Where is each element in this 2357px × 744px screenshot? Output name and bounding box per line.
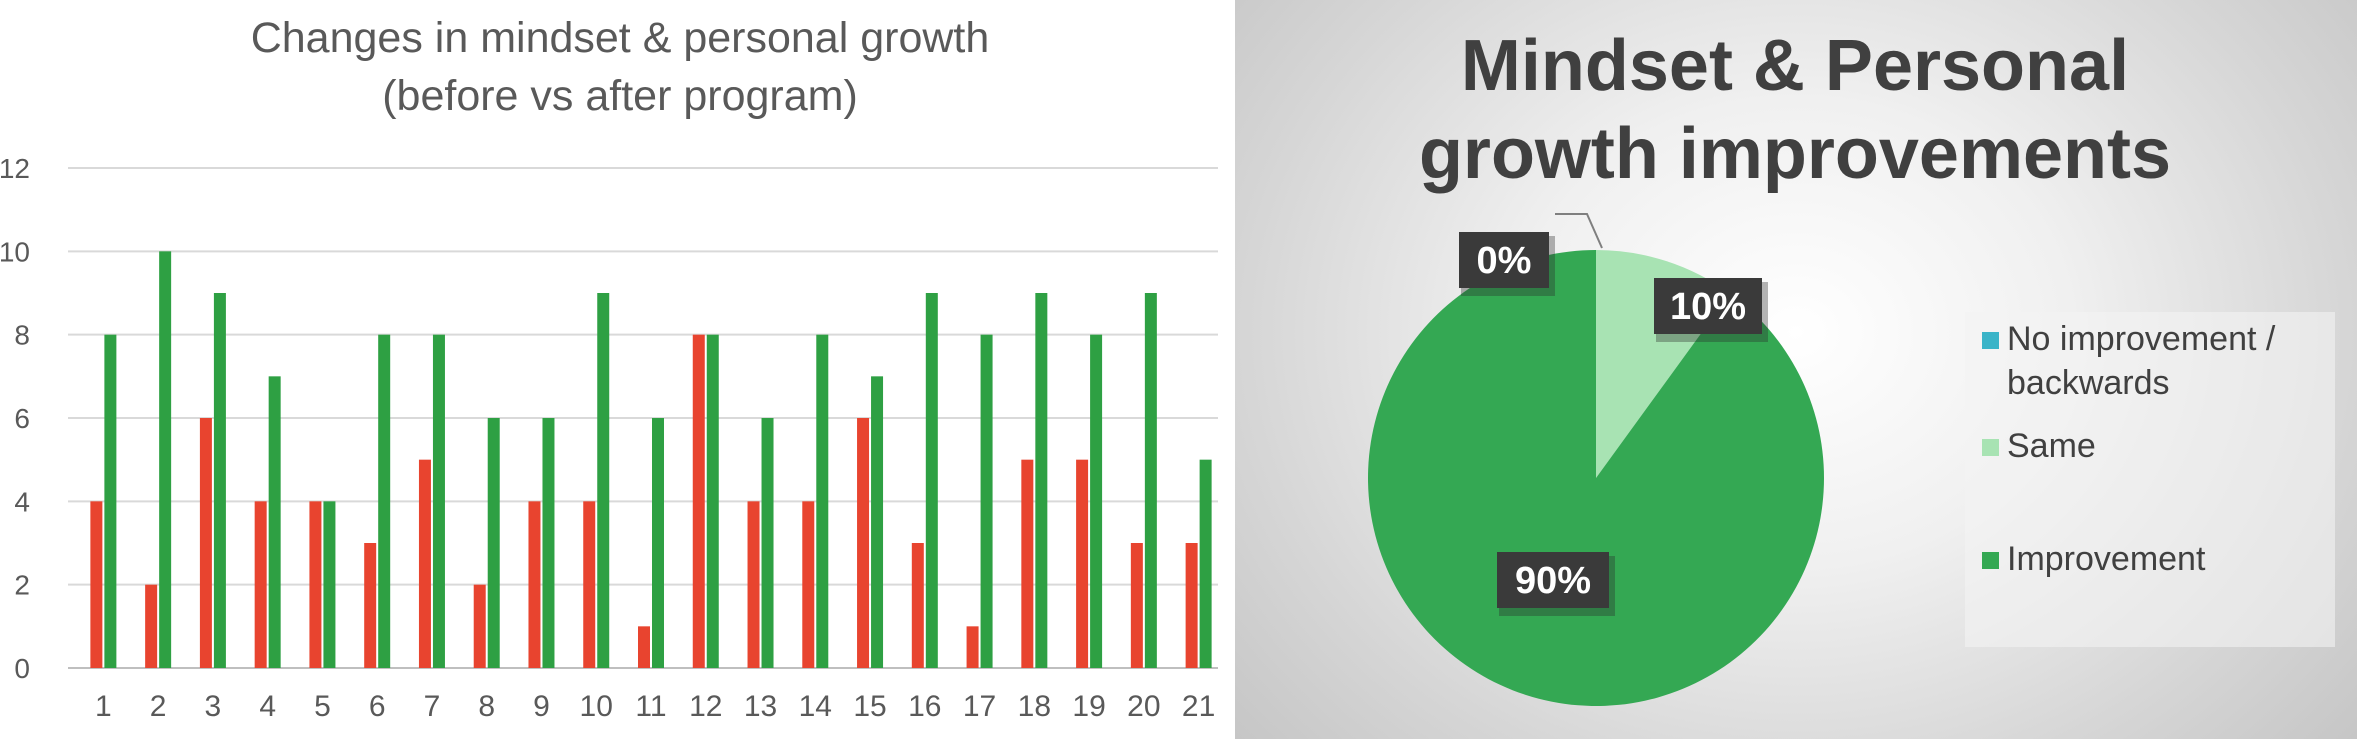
pie-data-label-1: 10% xyxy=(1670,286,1746,328)
bar-series1-cat-6 xyxy=(364,543,377,668)
bar-series2-cat-20 xyxy=(1144,293,1157,668)
legend-swatch-0 xyxy=(1982,332,1999,349)
legend-swatch-2 xyxy=(1982,552,1999,569)
y-tick-label: 8 xyxy=(14,320,30,351)
bar-series1-cat-13 xyxy=(747,501,760,668)
bar-series2-cat-9 xyxy=(542,418,555,668)
x-tick-label: 9 xyxy=(533,690,550,723)
y-tick-label: 6 xyxy=(14,403,30,434)
bar-series1-cat-20 xyxy=(1130,543,1143,668)
bar-chart: Changes in mindset & personal growth (be… xyxy=(0,14,1218,723)
legend-label-2: Improvement xyxy=(2007,540,2206,578)
x-tick-label: 12 xyxy=(689,690,722,723)
bar-series2-cat-19 xyxy=(1090,334,1103,668)
bar-series1-cat-5 xyxy=(309,501,322,668)
x-tick-label: 8 xyxy=(478,690,495,723)
leader-line xyxy=(1555,213,1603,249)
x-tick-label: 2 xyxy=(150,690,167,723)
bar-series1-cat-14 xyxy=(802,501,815,668)
bar-series2-cat-11 xyxy=(652,418,664,668)
legend-label-0: No improvement / xyxy=(2007,320,2276,358)
bar-series1-cat-12 xyxy=(692,334,705,668)
x-tick-label: 1 xyxy=(95,690,112,723)
bar-chart-title: Changes in mindset & personal growth xyxy=(251,14,990,62)
bar-series1-cat-18 xyxy=(1021,459,1034,668)
x-tick-label: 10 xyxy=(580,690,613,723)
bar-series1-cat-1 xyxy=(90,501,103,668)
bar-series1-cat-17 xyxy=(966,626,979,668)
data-label-box xyxy=(1497,552,1609,608)
bar-series1-cat-4 xyxy=(254,501,267,668)
pie-legend-box xyxy=(1965,312,2335,647)
x-tick-label: 21 xyxy=(1182,690,1215,723)
pie-data-label-0: 0% xyxy=(1477,240,1532,282)
data-label-box xyxy=(1654,278,1762,334)
bar-series2-cat-8 xyxy=(487,418,500,668)
legend-swatch-1 xyxy=(1982,439,1999,456)
pie-chart-title-line2: growth improvements xyxy=(1419,114,2171,194)
bar-series1-cat-15 xyxy=(857,418,870,668)
x-tick-label: 20 xyxy=(1127,690,1160,723)
bar-series2-cat-21 xyxy=(1199,459,1212,668)
bar-series2-cat-14 xyxy=(816,334,829,668)
y-tick-label: 4 xyxy=(14,486,30,517)
bar-series2-cat-5 xyxy=(323,501,336,668)
bar-series2-cat-18 xyxy=(1035,293,1048,668)
x-tick-label: 7 xyxy=(424,690,441,723)
x-tick-label: 17 xyxy=(963,690,996,723)
pie-chart: Mindset & Personal growth improvements 0… xyxy=(1368,26,2335,706)
bar-series1-cat-16 xyxy=(911,543,924,668)
bar-series2-cat-17 xyxy=(980,334,993,668)
bar-chart-panel: Changes in mindset & personal growth (be… xyxy=(0,14,1218,723)
pie-chart-title-line1: Mindset & Personal xyxy=(1461,26,2129,106)
x-tick-label: 14 xyxy=(799,690,832,723)
bar-series2-cat-6 xyxy=(378,334,391,668)
pie-data-label-2: 90% xyxy=(1515,560,1591,602)
data-label-box xyxy=(1459,232,1549,288)
x-tick-label: 4 xyxy=(259,690,276,723)
x-tick-label: 6 xyxy=(369,690,386,723)
bar-series1-cat-11 xyxy=(638,626,650,668)
bar-series2-cat-2 xyxy=(159,251,172,669)
pie-slice-2 xyxy=(1368,249,1824,706)
bar-series1-cat-7 xyxy=(418,459,431,668)
legend-label-1: Same xyxy=(2007,427,2096,465)
pie-chart-panel: Mindset & Personal growth improvements 0… xyxy=(1235,0,2357,739)
bar-series2-cat-3 xyxy=(213,293,226,668)
bar-series2-cat-12 xyxy=(706,334,719,668)
bar-chart-subtitle: (before vs after program) xyxy=(382,72,858,120)
bar-series1-cat-2 xyxy=(145,584,158,668)
x-tick-label: 3 xyxy=(205,690,222,723)
bar-series1-cat-8 xyxy=(473,584,486,668)
bar-series2-cat-16 xyxy=(925,293,938,668)
y-tick-label: 0 xyxy=(14,653,30,684)
x-tick-label: 13 xyxy=(744,690,777,723)
bar-series2-cat-7 xyxy=(432,334,445,668)
bar-series2-cat-4 xyxy=(268,376,281,668)
bar-series2-cat-15 xyxy=(871,376,884,668)
bar-series1-cat-21 xyxy=(1185,543,1198,668)
bar-series2-cat-13 xyxy=(761,418,774,668)
bar-series2-cat-1 xyxy=(104,334,117,668)
x-tick-label: 16 xyxy=(908,690,941,723)
bar-series1-cat-10 xyxy=(583,501,596,668)
x-tick-label: 15 xyxy=(853,690,886,723)
x-tick-label: 19 xyxy=(1072,690,1105,723)
bar-series1-cat-9 xyxy=(528,501,541,668)
x-tick-label: 18 xyxy=(1018,690,1051,723)
y-tick-label: 10 xyxy=(0,236,30,267)
x-tick-label: 11 xyxy=(635,690,666,723)
bar-series1-cat-3 xyxy=(199,418,212,668)
bar-series1-cat-19 xyxy=(1076,459,1089,668)
legend-label-0: backwards xyxy=(2007,364,2170,402)
x-tick-label: 5 xyxy=(314,690,331,723)
y-tick-label: 12 xyxy=(0,153,30,184)
y-tick-label: 2 xyxy=(14,570,30,601)
bar-series2-cat-10 xyxy=(597,293,610,668)
